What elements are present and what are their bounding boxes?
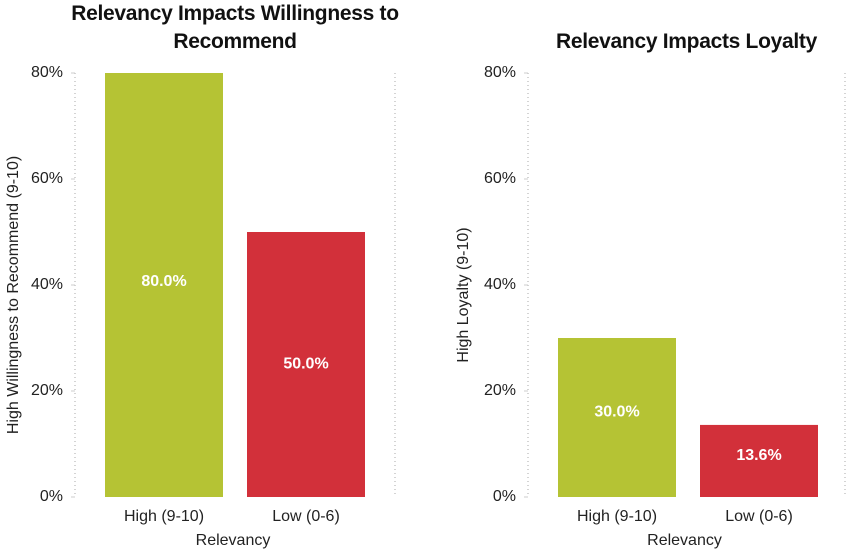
value-label: 13.6% <box>736 447 781 464</box>
y-tick-label: 40% <box>31 276 63 293</box>
value-label: 50.0% <box>283 356 328 373</box>
y-tick-label: 20% <box>31 382 63 399</box>
x-tick-label: High (9-10) <box>577 508 657 525</box>
bar <box>247 232 365 497</box>
y-tick-label: 20% <box>484 382 516 399</box>
x-tick-label: Low (0-6) <box>725 508 793 525</box>
y-axis-label: High Loyalty (9-10) <box>455 227 472 362</box>
chart-title: Relevancy Impacts Willingness to Recomme… <box>71 2 399 53</box>
y-axis-label: High Willingness to Recommend (9-10) <box>5 156 22 434</box>
x-tick-label: Low (0-6) <box>272 508 340 525</box>
y-tick-label: 0% <box>40 488 63 505</box>
y-tick-label: 40% <box>484 276 516 293</box>
y-tick-label: 0% <box>493 488 516 505</box>
x-axis-label: Relevancy <box>647 532 722 549</box>
y-tick-label: 80% <box>484 64 516 81</box>
bar <box>105 73 223 497</box>
y-tick-label: 60% <box>484 170 516 187</box>
x-axis-label: Relevancy <box>196 532 271 549</box>
bar <box>700 424 818 497</box>
chart-title: Relevancy Impacts Loyalty <box>556 30 817 53</box>
y-tick-label: 60% <box>31 170 63 187</box>
value-label: 80.0% <box>141 273 186 290</box>
value-label: 30.0% <box>594 404 639 421</box>
x-tick-label: High (9-10) <box>124 508 204 525</box>
bar <box>558 338 676 497</box>
y-tick-label: 80% <box>31 64 63 81</box>
